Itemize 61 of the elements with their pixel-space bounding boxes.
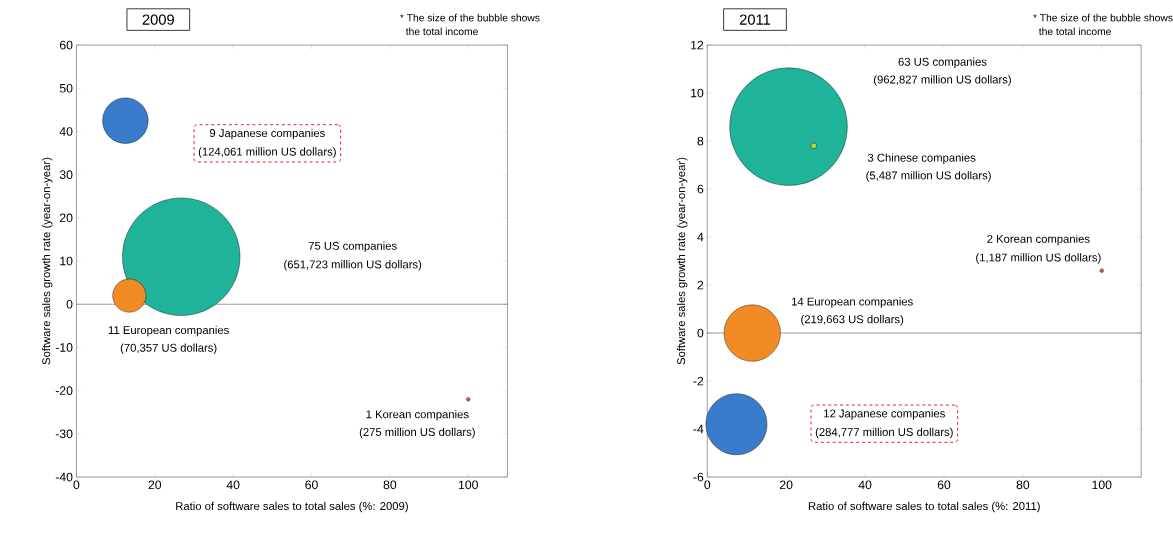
y-tick-label: 30 [59,170,73,180]
annotation: (651,723 million US dollars) [284,260,422,271]
annotation: 14 European companies [792,297,913,308]
y-tick-label: -4 [693,424,704,434]
annotation: 2 Korean companies [987,234,1090,246]
y-tick-label: 6 [697,184,704,194]
annotation: (284,777 million US dollars) [815,427,953,439]
y-tick-label: 0 [66,299,73,309]
y-tick-label: 2 [697,280,704,290]
y-tick-label: 20 [59,213,73,223]
y-tick-label: -10 [55,343,73,352]
annotation: 9 Japanese companies [209,128,325,140]
text: the total income [405,27,478,36]
y-tick-label: -6 [693,472,704,482]
x-tick-label: 80 [1016,480,1030,490]
annotation: (219,663 US dollars) [801,315,904,326]
x-axis-title: Ratio of software sales to total sales (%: 2009) [176,501,408,513]
x-tick-label: 60 [937,480,951,490]
y-tick-label: -30 [55,429,73,439]
x-tick-label: 100 [1092,480,1112,490]
x-tick-label: 40 [226,480,240,490]
x-tick-label: 0 [73,480,80,490]
y-tick-label: -40 [55,472,73,482]
text: * The size of the bubble shows [400,13,540,22]
x-tick-label: 40 [858,480,872,490]
annotation: 63 US companies [898,57,987,69]
y-tick-label: 8 [697,136,704,146]
annotation: (1,187 million US dollars) [976,253,1101,264]
y-tick-label: 50 [59,83,73,93]
x-tick-label: 0 [704,480,711,490]
x-tick-label: 100 [458,480,478,490]
x-tick-label: 60 [305,480,318,490]
x-tick-label: 80 [383,480,397,490]
annotation: 1 Korean companies [366,410,469,421]
x-tick-label: 20 [148,480,162,490]
annotation: (70,357 US dollars) [120,343,217,355]
text: * The size of the bubble shows [1033,13,1173,22]
y-tick-label: 40 [59,127,73,136]
annotation: (5,487 million US dollars) [866,171,991,182]
y-tick-label: 10 [60,256,73,266]
annotation: (962,827 million US dollars) [873,75,1011,86]
y-tick-label: 10 [691,88,704,98]
annotation: 75 US companies [308,241,397,253]
annotation: (275 million US dollars) [359,427,475,439]
text: the total income [1038,27,1111,36]
x-axis-title: Ratio of software sales to total sales (%: 2011) [808,501,1040,513]
x-tick-label: 20 [779,480,793,490]
annotation: 12 Japanese companies [824,409,945,420]
chart-title: 2009 [142,14,174,25]
annotation: 11 European companies [108,325,229,337]
y-tick-label: -2 [693,376,704,386]
annotation: (124,061 million US dollars) [198,147,336,158]
chart-title: 2011 [739,14,771,25]
y-axis-title: Software sales growth rate (year-on-year) [41,157,53,365]
annotation: 3 Chinese companies [867,153,976,164]
y-tick-label: 4 [697,232,704,242]
y-tick-label: -20 [55,386,73,396]
y-tick-label: 0 [697,328,704,338]
y-tick-label: 60 [59,40,73,50]
y-tick-label: 12 [691,40,704,50]
y-axis-title: Software sales growth rate (year-on-year) [676,157,688,365]
